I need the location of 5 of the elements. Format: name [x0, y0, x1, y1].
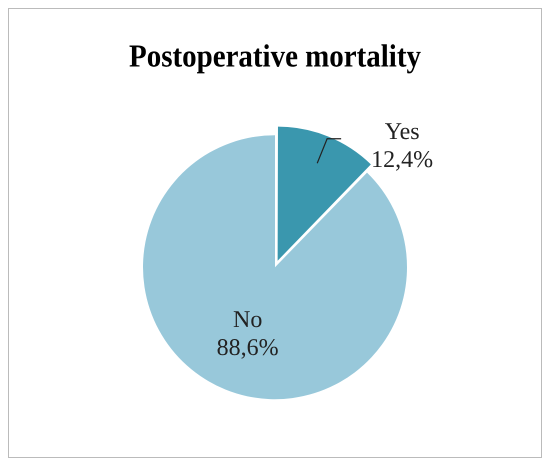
slice-label: Yes — [384, 119, 420, 146]
slice-label: No — [233, 306, 262, 333]
chart-title: Postoperative mortality — [129, 38, 421, 74]
data-label: 88,6% — [216, 334, 279, 361]
data-label: 12,4% — [371, 147, 434, 174]
